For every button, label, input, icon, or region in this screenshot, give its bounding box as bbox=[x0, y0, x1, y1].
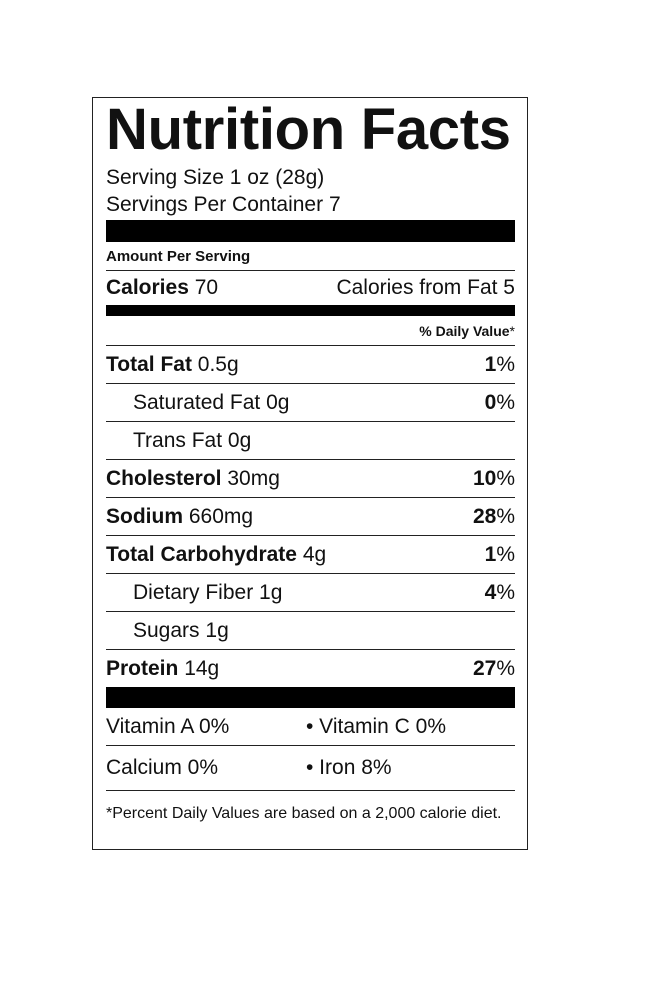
daily-value-number: 1 bbox=[484, 542, 497, 566]
daily-value-number: 10 bbox=[472, 466, 497, 490]
daily-value-unit: % bbox=[496, 466, 515, 490]
nutrient: Cholesterol 30mg bbox=[106, 467, 280, 491]
nutrition-label: Nutrition Facts Serving Size 1 oz (28g) … bbox=[92, 97, 528, 850]
calories-value: 70 bbox=[194, 276, 219, 299]
nutrient-amount: 660mg bbox=[188, 504, 254, 528]
nutrient-name: Dietary Fiber bbox=[133, 580, 254, 604]
daily-value-unit: % bbox=[496, 390, 515, 414]
daily-value: 27% bbox=[473, 657, 515, 681]
nutrient-amount: 30mg bbox=[227, 466, 280, 490]
footnote: *Percent Daily Values are based on a 2,0… bbox=[106, 805, 502, 822]
calories-label: Calories bbox=[106, 276, 189, 299]
nutrient-amount: 1g bbox=[259, 580, 283, 604]
vitamin: • Iron 8% bbox=[306, 756, 392, 779]
nutrient-list: Total Fat 0.5g 1% Saturated Fat 0g 0% Trans … bbox=[106, 346, 515, 687]
daily-value: 0% bbox=[485, 391, 515, 415]
nutrient-amount: 0.5g bbox=[197, 352, 239, 376]
nutrient-row: Protein 14g 27% bbox=[106, 650, 515, 687]
daily-value-number: 27 bbox=[472, 656, 497, 680]
daily-value-unit: % bbox=[496, 352, 515, 376]
nutrient-amount: 0g bbox=[227, 428, 252, 452]
vitamin: Vitamin A 0% bbox=[106, 714, 230, 738]
divider-bar bbox=[106, 305, 515, 316]
daily-value: 28% bbox=[473, 505, 515, 529]
nutrient: Sodium 660mg bbox=[106, 505, 253, 529]
daily-value-mark: * bbox=[509, 322, 515, 339]
nutrient-name: Total Fat bbox=[106, 352, 192, 376]
daily-value: 4% bbox=[485, 581, 515, 605]
daily-value-unit: % bbox=[496, 580, 515, 604]
daily-value-number: 0 bbox=[484, 390, 497, 414]
nutrient-amount: 0g bbox=[266, 390, 290, 414]
daily-value-unit: % bbox=[496, 504, 515, 528]
daily-value-number: 1 bbox=[484, 352, 497, 376]
nutrient-name: Protein bbox=[106, 656, 179, 680]
nutrient-row: Sodium 660mg 28% bbox=[106, 498, 515, 536]
vitamin-row: Vitamin A 0% • Vitamin C 0% bbox=[106, 708, 515, 746]
daily-value-label: % Daily Value bbox=[419, 322, 510, 339]
title: Nutrition Facts bbox=[106, 97, 511, 162]
nutrient-name: Total Carbohydrate bbox=[106, 542, 297, 566]
nutrient-name: Saturated Fat bbox=[133, 390, 261, 414]
serving-size: Serving Size 1 oz (28g) bbox=[106, 166, 325, 189]
nutrient-row: Sugars 1g bbox=[106, 612, 515, 650]
daily-value: 1% bbox=[485, 353, 515, 377]
vitamin: • Vitamin C 0% bbox=[306, 714, 447, 738]
nutrient: Total Carbohydrate 4g bbox=[106, 543, 326, 567]
calories-row: Calories 70 Calories from Fat 5 bbox=[106, 271, 515, 305]
nutrient: Total Fat 0.5g bbox=[106, 353, 239, 377]
nutrient-name: Sodium bbox=[106, 504, 183, 528]
nutrient-row: Total Carbohydrate 4g 1% bbox=[106, 536, 515, 574]
nutrient: Saturated Fat 0g bbox=[133, 391, 289, 415]
daily-value-unit: % bbox=[496, 542, 515, 566]
nutrient: Trans Fat 0g bbox=[133, 429, 251, 453]
nutrient: Sugars 1g bbox=[133, 619, 229, 643]
nutrient-amount: 14g bbox=[184, 656, 220, 680]
calories: Calories 70 bbox=[106, 276, 218, 300]
calories-from-fat: Calories from Fat 5 bbox=[336, 276, 515, 299]
divider-bar bbox=[106, 687, 515, 708]
daily-value-number: 4 bbox=[484, 580, 497, 604]
nutrient-row: Total Fat 0.5g 1% bbox=[106, 346, 515, 384]
nutrient-row: Trans Fat 0g bbox=[106, 422, 515, 460]
amount-per-serving: Amount Per Serving bbox=[106, 247, 251, 265]
nutrient-name: Sugars bbox=[133, 618, 200, 642]
daily-value-header: % Daily Value * bbox=[106, 316, 515, 346]
amount-header: Amount Per Serving bbox=[106, 242, 515, 271]
vitamin-row: Calcium 0% • Iron 8% bbox=[106, 746, 515, 791]
nutrient-row: Saturated Fat 0g 0% bbox=[106, 384, 515, 422]
nutrient-name: Cholesterol bbox=[106, 466, 222, 490]
nutrient-amount: 4g bbox=[302, 542, 327, 566]
nutrient-name: Trans Fat bbox=[133, 428, 223, 452]
nutrient: Protein 14g bbox=[106, 657, 219, 681]
servings-per-container: Servings Per Container 7 bbox=[106, 193, 341, 216]
daily-value-unit: % bbox=[496, 656, 515, 680]
divider-bar bbox=[106, 220, 515, 242]
vitamin: Calcium 0% bbox=[106, 756, 219, 779]
daily-value: 10% bbox=[473, 467, 515, 491]
nutrient-row: Cholesterol 30mg 10% bbox=[106, 460, 515, 498]
vitamin-list: Vitamin A 0% • Vitamin C 0% Calcium 0% • Ir… bbox=[106, 708, 515, 791]
nutrient-amount: 1g bbox=[205, 618, 229, 642]
daily-value: 1% bbox=[485, 543, 515, 567]
daily-value-number: 28 bbox=[472, 504, 497, 528]
nutrient: Dietary Fiber 1g bbox=[133, 581, 282, 605]
nutrient-row: Dietary Fiber 1g 4% bbox=[106, 574, 515, 612]
